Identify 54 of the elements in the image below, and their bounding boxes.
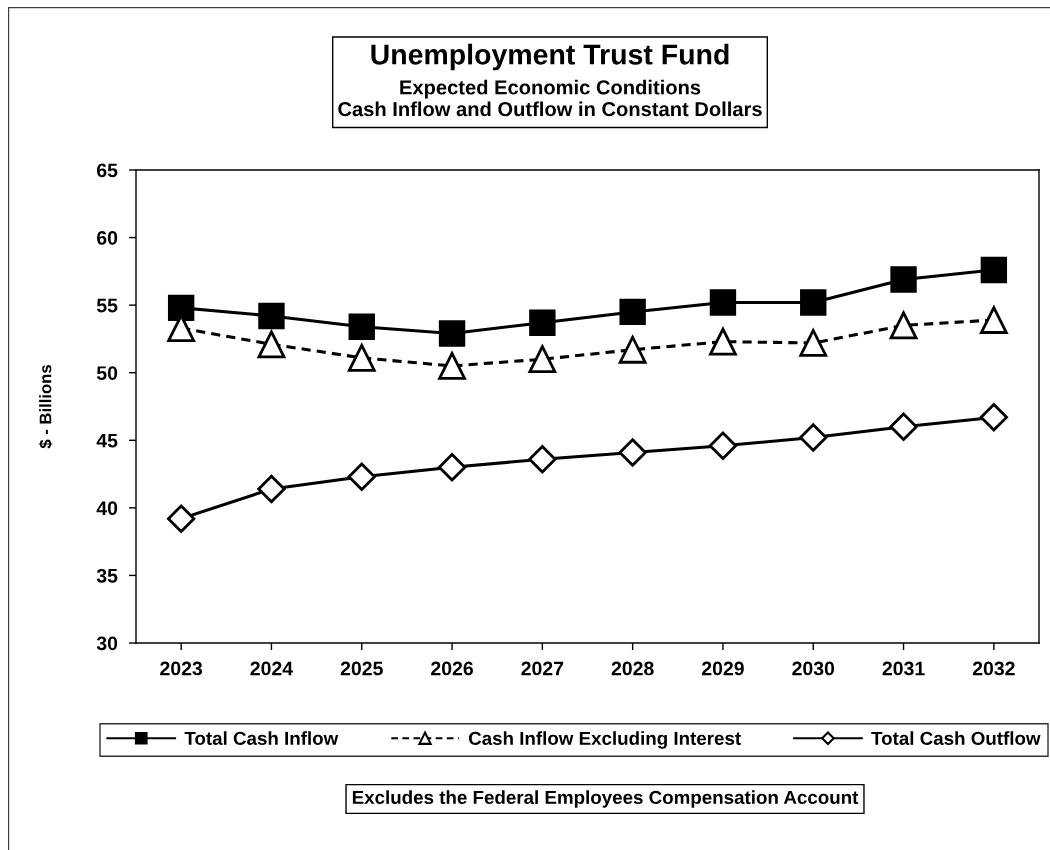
x-tick-label: 2030 <box>792 661 835 676</box>
point <box>257 474 286 504</box>
y-tick-label: 55 <box>96 298 118 313</box>
point <box>708 431 738 460</box>
point <box>619 298 646 326</box>
x-tick-label: 2032 <box>972 661 1015 676</box>
x-tick-label: 2027 <box>521 661 564 676</box>
point <box>528 445 557 474</box>
point <box>348 313 375 340</box>
point <box>890 266 917 293</box>
point <box>438 352 466 380</box>
point <box>888 309 919 340</box>
y-tick-label: 40 <box>96 501 118 516</box>
point <box>258 302 285 330</box>
point <box>979 403 1009 432</box>
y-axis-title: $ - Billions <box>38 365 53 449</box>
legend-label: Cash Inflow Excluding Interest <box>468 731 741 749</box>
point <box>167 294 195 322</box>
point <box>529 309 556 336</box>
legend-label: Total Cash Inflow <box>184 731 339 745</box>
y-tick-label: 50 <box>96 366 118 380</box>
point <box>347 462 376 491</box>
point <box>437 453 467 482</box>
x-tick-label: 2031 <box>882 661 925 676</box>
x-tick-label: 2029 <box>702 661 744 676</box>
x-tick-label: 2028 <box>611 661 654 676</box>
point <box>980 256 1008 284</box>
point <box>799 329 828 357</box>
chart-subtitle: Expected Economic Conditions Cash Inflow and Outflow in Constant Dollars <box>338 79 762 117</box>
y-tick-label: 65 <box>97 163 118 178</box>
point <box>166 504 196 533</box>
y-tick-label: 35 <box>96 568 118 583</box>
y-tick-label: 30 <box>96 636 118 651</box>
x-tick-label: 2023 <box>160 661 203 676</box>
point <box>528 345 557 374</box>
point <box>618 335 647 364</box>
text: Excludes the Federal Employees Compensation Account <box>352 790 859 808</box>
point <box>800 289 827 316</box>
point <box>709 289 737 316</box>
legend-label: Total Cash Outflow <box>871 731 1041 745</box>
x-tick-label: 2026 <box>431 661 473 676</box>
x-tick-label: 2025 <box>340 661 383 676</box>
point <box>257 330 286 359</box>
point <box>799 423 828 452</box>
point <box>709 327 737 356</box>
y-tick-label: 45 <box>96 433 118 448</box>
point <box>889 412 918 441</box>
y-tick-label: 60 <box>97 231 118 245</box>
point <box>347 343 376 372</box>
x-tick-label: 2024 <box>250 661 293 676</box>
point <box>979 306 1008 334</box>
point <box>438 320 466 347</box>
chart-title: Unemployment Trust Fund <box>371 43 729 71</box>
point <box>618 438 647 467</box>
